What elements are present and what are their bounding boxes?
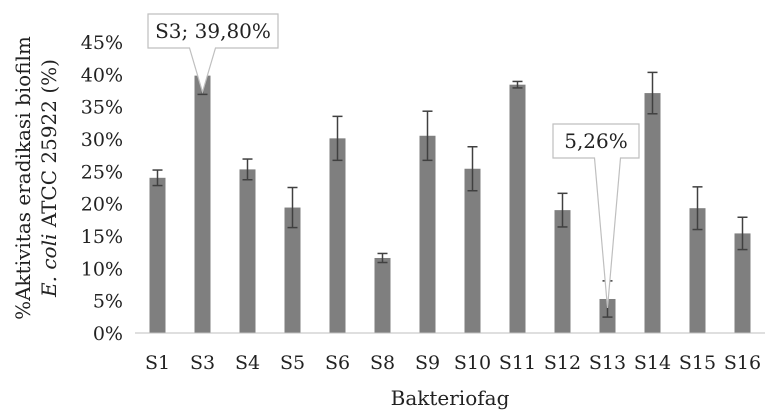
y-axis-title-line1: %Aktivitas eradikasi biofilm xyxy=(11,36,35,320)
y-tick-label: 35% xyxy=(81,97,123,119)
x-tick-label: S10 xyxy=(454,352,491,374)
x-tick-label: S11 xyxy=(499,352,536,374)
bar-s16 xyxy=(734,233,751,333)
svg-text:E. coli ATCC 25922 (%): E. coli ATCC 25922 (%) xyxy=(37,59,61,298)
x-tick-label: S15 xyxy=(679,352,716,374)
error-bar-s15 xyxy=(692,186,703,231)
y-tick-label: 0% xyxy=(93,323,123,345)
y-tick-label: 40% xyxy=(81,64,123,86)
x-tick-label: S13 xyxy=(589,352,626,374)
bar-s5 xyxy=(284,207,301,333)
svg-text:%Aktivitas eradikasi biofilm: %Aktivitas eradikasi biofilm xyxy=(11,36,35,320)
x-axis-title: Bakteriofag xyxy=(391,386,510,410)
bar-s14 xyxy=(644,93,661,333)
x-tick-label: S6 xyxy=(325,352,350,374)
bar-s10 xyxy=(464,168,481,333)
y-axis-title: %Aktivitas eradikasi biofilm E. coli ATC… xyxy=(11,36,61,320)
x-tick-label: S4 xyxy=(235,352,260,374)
error-bar-s14 xyxy=(647,71,658,115)
error-bar-s1 xyxy=(152,169,163,187)
error-bar-s10 xyxy=(467,146,478,192)
bar-s4 xyxy=(239,169,256,333)
x-tick-label: S8 xyxy=(370,352,395,374)
bar-s3 xyxy=(194,75,211,334)
bar-s1 xyxy=(149,177,166,333)
y-axis-title-line2-rest: ATCC 25922 (%) xyxy=(37,59,61,234)
bar-s11 xyxy=(509,84,526,334)
error-bar-s11 xyxy=(512,80,523,89)
callout-label: 5,26% xyxy=(564,129,628,153)
x-axis-ticks: S1 S3 S4 S5 S6 S8 S9 S10 S11 S12 S13 S14 S15 S16 xyxy=(145,352,761,374)
callout-s3: S3; 39,80% xyxy=(147,13,279,95)
data-callouts: S3; 39,80% 5,26% xyxy=(147,13,640,309)
callout-label: S3; 39,80% xyxy=(155,19,271,43)
error-bar-s5 xyxy=(287,186,298,229)
y-axis-title-line2-italic: E. coli xyxy=(37,234,61,298)
error-bar-s16 xyxy=(737,216,748,251)
y-tick-label: 5% xyxy=(93,291,123,313)
y-tick-label: 30% xyxy=(81,129,123,151)
x-tick-label: S12 xyxy=(544,352,581,374)
y-tick-label: 45% xyxy=(81,32,123,54)
y-axis-ticks: 0% 5% 10% 15% 20% 25% 30% 35% 40% 45% xyxy=(81,32,123,345)
y-tick-label: 10% xyxy=(81,258,123,280)
bar-s9 xyxy=(419,135,436,333)
y-tick-label: 20% xyxy=(81,194,123,216)
error-bar-s8 xyxy=(377,252,388,264)
error-bar-s12 xyxy=(557,192,568,228)
bar-s8 xyxy=(374,257,391,333)
x-tick-label: S1 xyxy=(145,352,170,374)
x-tick-label: S14 xyxy=(634,352,671,374)
bar-s6 xyxy=(329,138,346,333)
bar-s15 xyxy=(689,208,706,333)
bars xyxy=(149,75,751,334)
callout-s13: 5,26% xyxy=(552,123,640,309)
x-tick-label: S3 xyxy=(190,352,215,374)
y-tick-label: 15% xyxy=(81,226,123,248)
x-tick-label: S5 xyxy=(280,352,305,374)
error-bar-s9 xyxy=(422,110,433,162)
x-tick-label: S9 xyxy=(415,352,440,374)
bar-s12 xyxy=(554,210,571,333)
x-tick-label: S16 xyxy=(724,352,761,374)
error-bar-s4 xyxy=(242,158,253,181)
y-tick-label: 25% xyxy=(81,161,123,183)
error-bar-s6 xyxy=(332,115,343,162)
